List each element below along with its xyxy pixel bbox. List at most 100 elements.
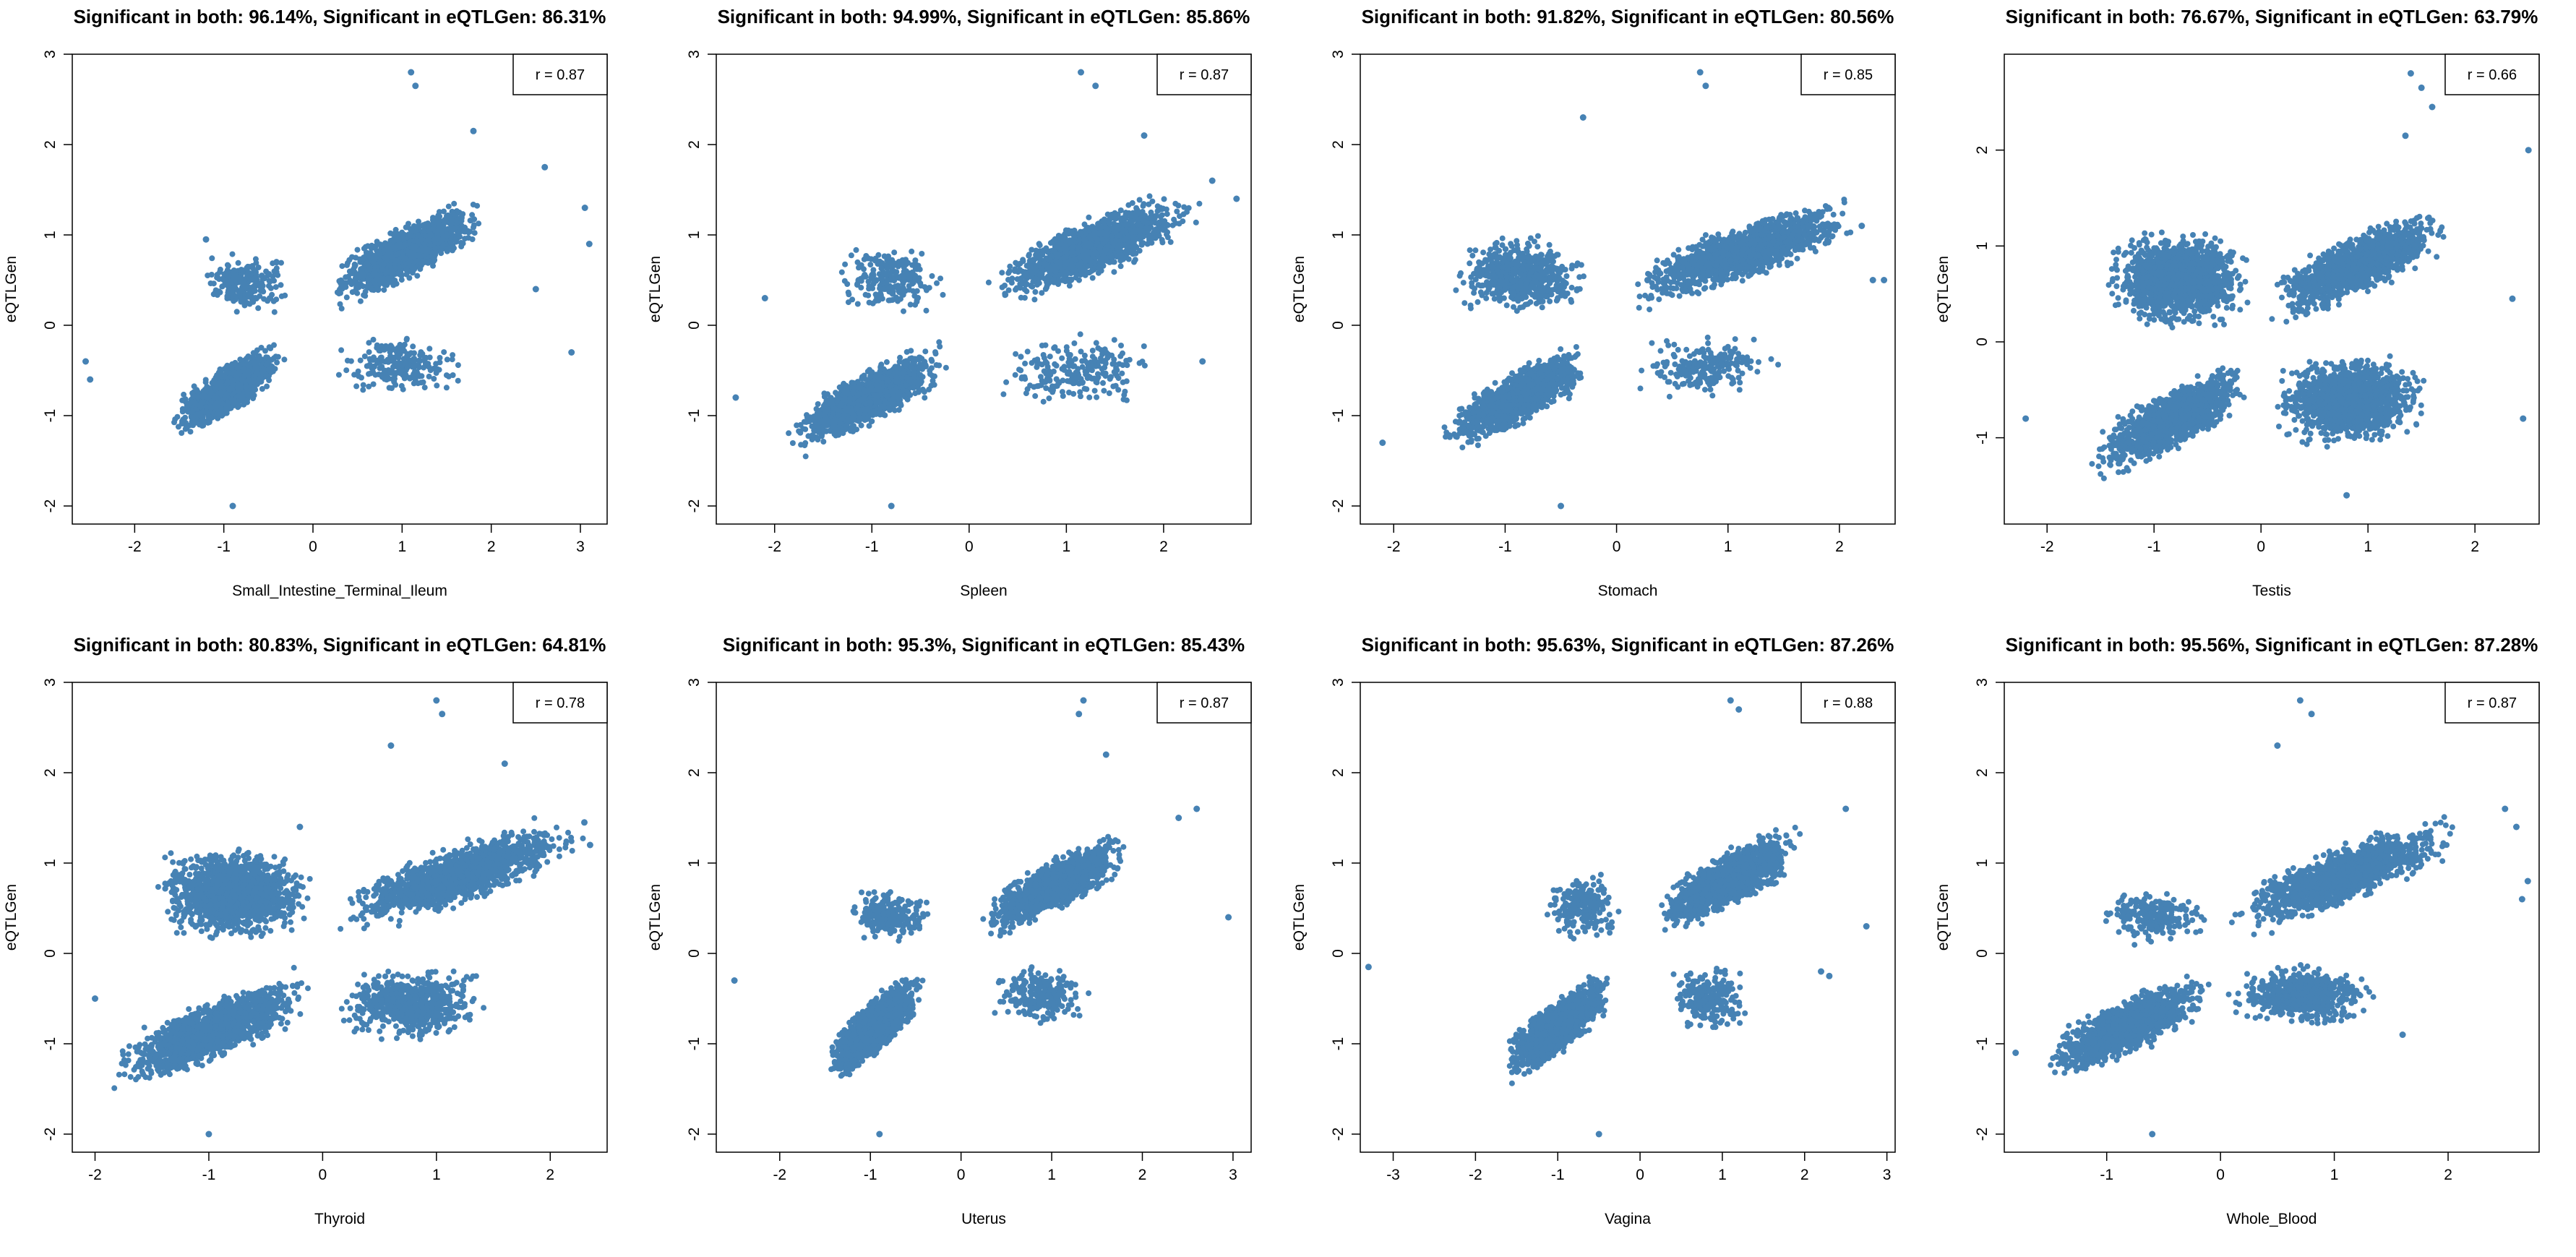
data-point [387, 349, 393, 356]
data-point [374, 342, 380, 348]
data-point [241, 296, 248, 303]
data-point [1052, 236, 1058, 242]
data-point [364, 261, 371, 267]
data-point [391, 346, 398, 353]
data-point [1164, 234, 1171, 241]
plot-frame [72, 53, 608, 525]
data-point [441, 349, 447, 356]
data-point [1161, 196, 1167, 202]
data-point [270, 298, 277, 304]
data-point [228, 396, 235, 403]
data-point [1143, 225, 1150, 231]
data-point [272, 284, 279, 291]
data-point [349, 254, 355, 260]
data-point [269, 364, 275, 370]
data-point [1036, 280, 1042, 286]
data-point [416, 252, 422, 258]
data-point [1119, 226, 1125, 233]
data-point [395, 250, 401, 257]
data-point [347, 279, 353, 286]
y-tick-label: -1 [42, 409, 59, 423]
data-point [1148, 215, 1154, 221]
data-point [261, 296, 267, 302]
data-point [1116, 232, 1122, 239]
legend-correlation: r = 0.87 [536, 67, 585, 83]
data-point [255, 305, 262, 312]
data-point [354, 282, 361, 288]
data-point [273, 269, 280, 275]
data-point [1141, 201, 1147, 207]
data-point [1106, 220, 1112, 226]
data-point [365, 277, 372, 283]
data-point [218, 381, 224, 387]
data-point [343, 367, 350, 374]
data-point [381, 287, 387, 293]
data-point [380, 261, 387, 267]
data-point [215, 402, 221, 408]
data-point [1094, 251, 1100, 257]
data-point [364, 363, 370, 369]
data-point [1033, 255, 1039, 262]
data-point [444, 356, 450, 363]
data-point [224, 293, 231, 299]
data-point [1036, 272, 1043, 278]
data-point [1054, 259, 1060, 266]
data-point [418, 352, 424, 359]
data-point [470, 202, 476, 207]
data-point [357, 357, 364, 364]
data-point [361, 254, 367, 261]
data-point [418, 236, 424, 243]
data-point [244, 361, 250, 368]
data-point [266, 344, 272, 351]
data-point [999, 270, 1005, 276]
data-point [377, 251, 383, 257]
data-point [1082, 231, 1089, 238]
data-point [455, 231, 462, 236]
x-tick-label: 2 [487, 539, 496, 555]
data-point [411, 380, 417, 387]
data-point [385, 367, 392, 373]
data-point [1055, 244, 1060, 250]
data-point [335, 372, 342, 378]
data-point [802, 439, 809, 446]
data-point [390, 231, 397, 238]
data-point [225, 380, 231, 387]
data-point [244, 371, 251, 377]
data-point [439, 231, 445, 237]
data-point [445, 203, 452, 210]
data-point [241, 401, 247, 408]
outlier-point [585, 241, 593, 247]
data-point [1066, 283, 1073, 289]
data-point [408, 244, 415, 251]
data-point [370, 336, 377, 343]
data-point [403, 335, 410, 342]
data-point [1115, 222, 1122, 228]
data-point [1086, 214, 1092, 220]
data-point [359, 268, 365, 275]
panel-title: Significant in both: 94.99%, Significant… [718, 6, 1250, 27]
data-point [1026, 252, 1032, 259]
data-point [400, 254, 406, 261]
data-point [337, 301, 343, 307]
data-point [1167, 239, 1174, 245]
data-point [436, 209, 442, 215]
data-point [1149, 239, 1155, 246]
data-point [1070, 244, 1076, 250]
data-point [1101, 219, 1107, 226]
data-point [390, 354, 396, 361]
x-tick-label: 0 [309, 539, 317, 555]
data-point [412, 368, 418, 374]
data-point [421, 385, 428, 391]
data-point [1132, 227, 1138, 233]
data-point [377, 354, 384, 361]
data-point [374, 273, 380, 279]
data-point [243, 384, 249, 390]
data-point [238, 394, 244, 400]
data-point [351, 261, 358, 267]
data-point [1050, 247, 1057, 254]
data-point [1098, 224, 1104, 230]
data-point [390, 369, 396, 376]
data-point [1112, 213, 1117, 219]
